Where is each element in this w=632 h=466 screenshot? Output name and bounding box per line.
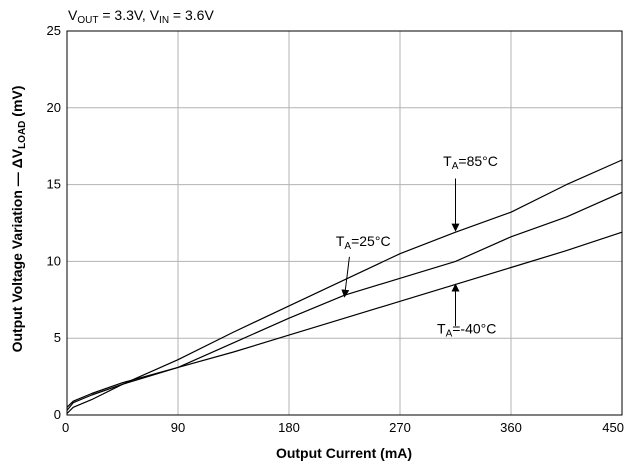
series-label-2: TA=-40°C (437, 321, 496, 340)
plot-frame (66, 30, 623, 416)
y-tick-label: 25 (47, 23, 61, 38)
y-axis-title: Output Voltage Variation — ΔVLOAD (mV) (9, 86, 28, 353)
series-label-0: TA=85°C (443, 153, 498, 172)
y-axis-ticks: 0 5 10 15 20 25 (47, 23, 61, 422)
series-line-0 (66, 159, 623, 411)
x-tick-label: 0 (62, 420, 69, 435)
y-tick-label: 15 (47, 177, 61, 192)
series-label-1: TA=25°C (336, 233, 391, 252)
x-tick-label: 360 (500, 420, 522, 435)
series-lines (66, 159, 623, 414)
x-tick-label: 90 (171, 420, 185, 435)
test-conditions: VOUT = 3.3V, VIN = 3.6V (68, 7, 214, 26)
series-line-2 (66, 231, 623, 408)
gridlines (67, 31, 622, 415)
x-tick-label: 450 (602, 420, 624, 435)
x-tick-label: 270 (389, 420, 411, 435)
y-tick-label: 5 (54, 330, 61, 345)
annotations: TA=85°C TA=25°C TA=-40°C (336, 153, 498, 339)
y-tick-label: 10 (47, 253, 61, 268)
x-axis-ticks: 0 90 180 270 360 450 (62, 420, 624, 435)
y-tick-label: 0 (54, 407, 61, 422)
series-line-1 (66, 191, 623, 414)
x-axis-title: Output Current (mA) (276, 445, 412, 461)
annotation-arrow-1 (341, 256, 350, 298)
y-tick-label: 20 (47, 100, 61, 115)
x-tick-label: 180 (278, 420, 300, 435)
